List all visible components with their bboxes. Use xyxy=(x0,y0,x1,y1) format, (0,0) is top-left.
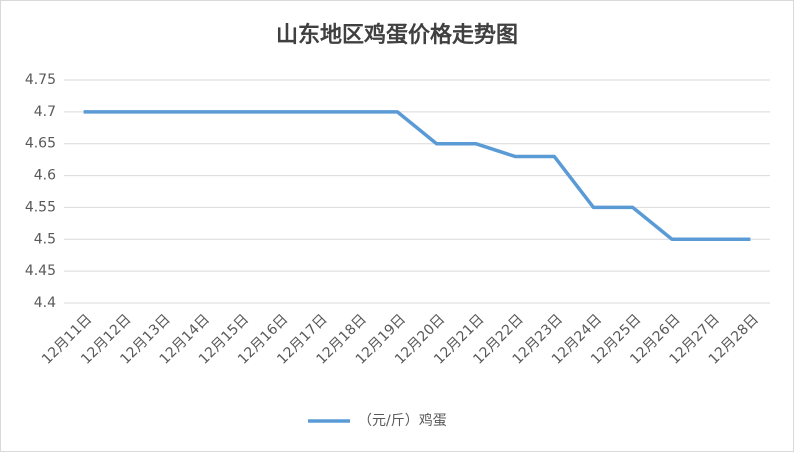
y-tick-label: 4.5 xyxy=(34,231,56,247)
y-tick-label: 4.4 xyxy=(34,295,56,311)
legend-label: （元/斤）鸡蛋 xyxy=(358,412,447,429)
y-tick-label: 4.6 xyxy=(34,168,56,184)
y-tick-label: 4.7 xyxy=(34,104,56,120)
y-tick-label: 4.45 xyxy=(25,263,56,279)
y-tick-label: 4.55 xyxy=(25,199,56,215)
y-tick-label: 4.65 xyxy=(25,136,56,152)
chart-title: 山东地区鸡蛋价格走势图 xyxy=(276,22,518,48)
y-tick-label: 4.75 xyxy=(25,72,56,88)
data-line xyxy=(83,110,751,242)
